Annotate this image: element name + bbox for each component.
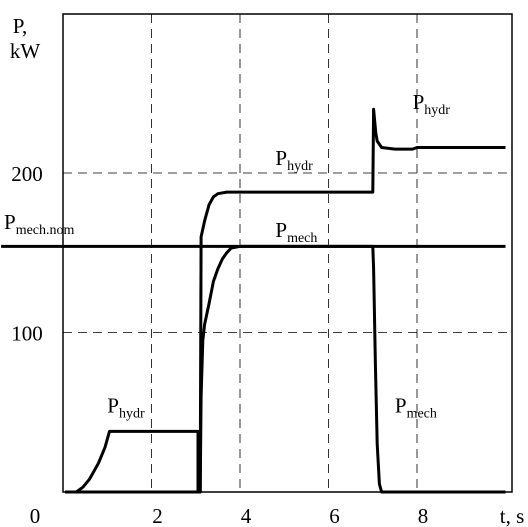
y-tick-label-1: 200 [11, 162, 43, 186]
plot-frame [62, 13, 513, 493]
x-axis-label: t, s [500, 504, 525, 527]
y-axis-label-line-1: P, [13, 14, 28, 38]
series-line-1 [65, 244, 506, 494]
annotation-3: Pmech.nom [4, 210, 75, 238]
x-tick-label-4: 8 [418, 504, 429, 527]
annotation-0: Phydr [107, 393, 145, 421]
annotations: Phydr Phydr Phydr Pmech.nom Pmech Pmech [4, 90, 450, 421]
grid [63, 14, 512, 492]
x-tick-label-2: 4 [241, 504, 252, 527]
x-tick-label-0: 0 [30, 504, 41, 527]
annotation-4: Pmech [275, 218, 317, 246]
series-layer [1, 107, 506, 494]
x-tick-label-3: 6 [329, 504, 340, 527]
x-tick-label-1: 2 [152, 504, 163, 527]
annotation-2: Phydr [413, 90, 451, 118]
annotation-1: Phydr [275, 146, 313, 174]
y-tick-label-0: 100 [11, 322, 43, 346]
series-line-0 [65, 107, 506, 494]
y-axis-label-line-2: kW [10, 39, 41, 63]
annotation-5: Pmech [395, 393, 437, 421]
tick-labels: 0 2 4 6 8 100 200 [11, 162, 428, 527]
